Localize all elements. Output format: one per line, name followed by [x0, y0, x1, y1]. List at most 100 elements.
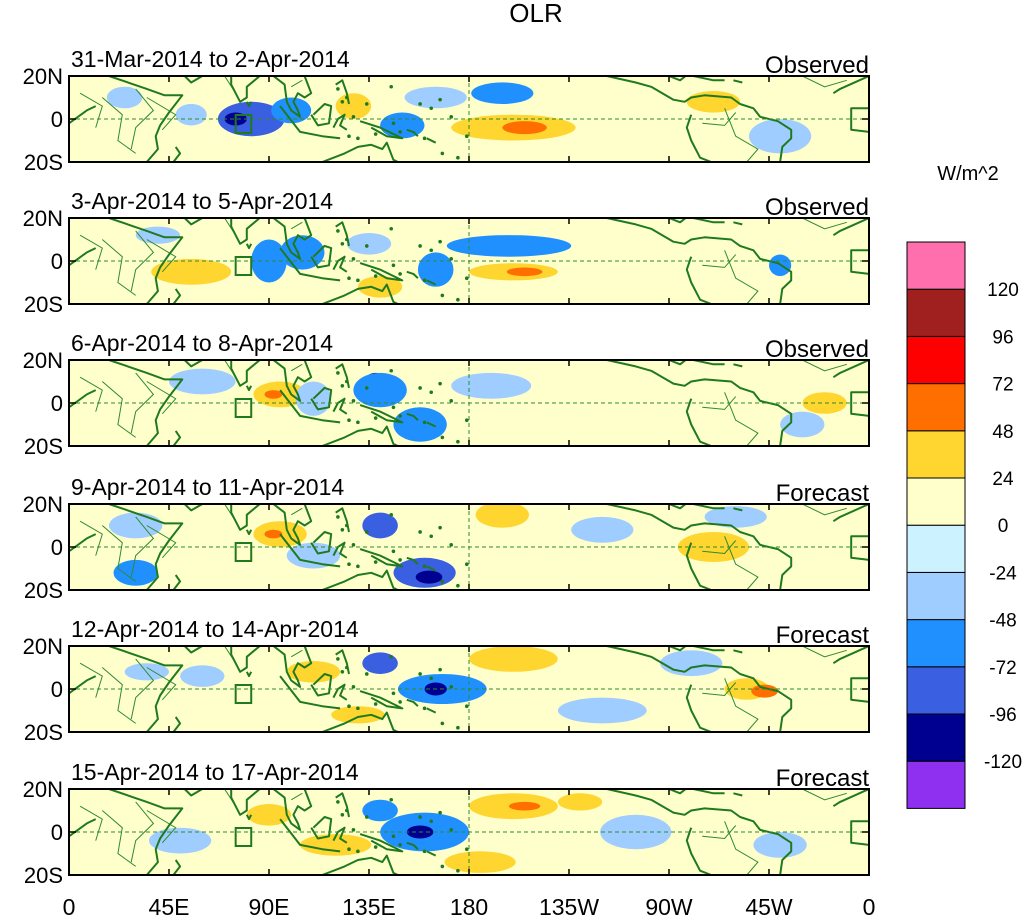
- coastline: [359, 262, 404, 282]
- island: [356, 849, 360, 854]
- island: [440, 151, 445, 156]
- olr-anomaly-cell: [380, 112, 425, 139]
- country-border: [79, 92, 103, 128]
- colorbar-swatch: [906, 477, 966, 526]
- y-tick-label: 0: [51, 535, 63, 560]
- olr-anomaly-cell: [802, 392, 847, 414]
- island: [351, 115, 356, 119]
- coastline: [850, 820, 869, 846]
- coastline: [406, 698, 419, 707]
- coastline: [832, 789, 869, 808]
- y-tick-label: 0: [51, 820, 63, 845]
- island: [464, 562, 469, 566]
- coastline: [685, 684, 712, 732]
- island: [429, 819, 434, 824]
- coastline: [332, 255, 348, 273]
- olr-anomaly-cell: [469, 646, 558, 672]
- island: [456, 583, 460, 588]
- colorbar-swatch: [906, 619, 966, 668]
- x-tick-label: 135W: [539, 894, 599, 920]
- coastline: [272, 646, 313, 688]
- olr-anomaly-cell: [749, 119, 812, 154]
- coastline: [230, 504, 262, 531]
- coastline: [850, 535, 869, 561]
- island: [440, 864, 445, 869]
- olr-anomaly-cell: [149, 827, 212, 854]
- coastline: [310, 531, 333, 555]
- island: [389, 368, 394, 373]
- island: [422, 564, 427, 569]
- coastline: [832, 646, 869, 665]
- x-tick-label: 90W: [645, 894, 693, 920]
- olr-anomaly-cell: [331, 706, 385, 724]
- panel-status-label: Forecast: [776, 480, 870, 507]
- island: [356, 278, 360, 283]
- panel-6: 20N 0 20S 15-Apr-2014 to 17-Apr-2014 Forecas…: [23, 759, 870, 888]
- island: [398, 843, 402, 847]
- olr-anomaly-cell: [475, 504, 529, 528]
- island: [340, 384, 345, 388]
- olr-anomaly-cell: [557, 697, 647, 724]
- y-tick-label: 20S: [24, 150, 63, 175]
- coastline: [321, 711, 399, 732]
- coastline: [183, 789, 203, 797]
- coastline: [172, 716, 182, 732]
- island: [336, 371, 340, 375]
- panel-status-label: Observed: [765, 194, 869, 221]
- coastline: [69, 76, 184, 162]
- colorbar-swatch: [906, 713, 966, 762]
- island: [340, 100, 345, 104]
- country-border: [290, 79, 303, 88]
- country-border: [79, 662, 103, 698]
- colorbar-level-label: -120: [984, 752, 1022, 773]
- coastline: [310, 103, 333, 127]
- coastline: [272, 360, 313, 402]
- coastline: [172, 146, 182, 162]
- olr-anomaly-cell: [589, 131, 661, 158]
- panel-status-label: Forecast: [776, 765, 870, 792]
- coastline: [359, 120, 404, 140]
- coastline: [332, 113, 348, 131]
- island: [336, 657, 340, 661]
- island: [398, 272, 402, 276]
- panels: 20N 0 20S 31-Mar-2014 to 2-Apr-2014 Observed…: [23, 46, 870, 888]
- island: [389, 84, 394, 89]
- country-border: [702, 682, 737, 697]
- island: [418, 815, 422, 819]
- coastline: [606, 76, 793, 162]
- island: [356, 706, 360, 711]
- coastline: [310, 386, 333, 411]
- coastline: [69, 504, 184, 590]
- x-tick-label: 0: [863, 894, 876, 920]
- coastline: [832, 218, 869, 237]
- island: [418, 244, 422, 248]
- olr-anomaly-cell: [362, 799, 398, 822]
- coastline: [310, 244, 333, 269]
- coastline: [832, 504, 869, 523]
- island: [456, 725, 460, 730]
- olr-anomaly-cell: [151, 258, 232, 285]
- colorbar-level-label: -24: [989, 563, 1017, 584]
- island: [438, 667, 442, 672]
- y-tick-label: 20S: [24, 292, 63, 317]
- y-tick-label: 0: [51, 107, 63, 132]
- colorbar-level-label: -96: [989, 705, 1016, 726]
- country-border: [724, 250, 759, 304]
- island: [398, 558, 402, 562]
- olr-anomaly-cell: [113, 559, 158, 586]
- coastline: [850, 249, 869, 275]
- country-border: [101, 667, 136, 724]
- coastline: [668, 218, 688, 224]
- island: [351, 399, 356, 403]
- island: [351, 685, 356, 689]
- island: [456, 297, 460, 302]
- olr-anomaly-cell: [417, 252, 454, 287]
- region-box: [234, 398, 253, 418]
- region-box: [234, 114, 253, 134]
- olr-anomaly-cell: [346, 233, 392, 255]
- olr-anomaly-cell: [660, 650, 723, 677]
- coastline-map: [69, 789, 869, 875]
- island: [422, 136, 427, 141]
- olr-anomaly-cell: [286, 661, 341, 683]
- panel-period-label: 31-Mar-2014 to 2-Apr-2014: [71, 46, 350, 72]
